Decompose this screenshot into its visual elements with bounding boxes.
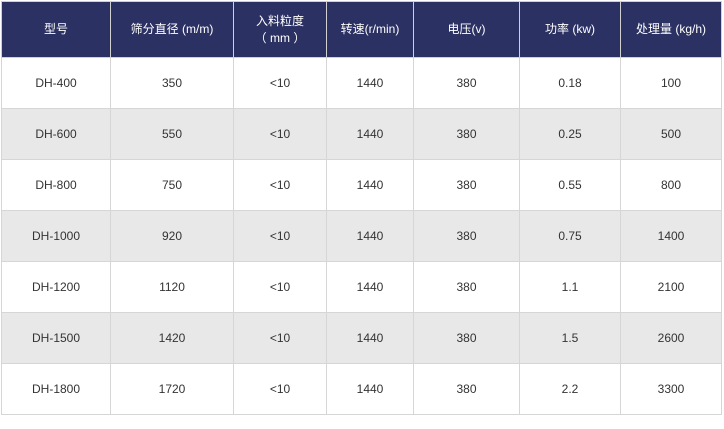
table-cell: 1440 [326, 312, 414, 364]
table-cell: <10 [233, 312, 327, 364]
table-cell: 1.5 [519, 312, 621, 364]
table-cell: 380 [413, 57, 520, 109]
table-cell: <10 [233, 57, 327, 109]
table-cell: 1720 [110, 363, 234, 415]
table-cell: 1440 [326, 261, 414, 313]
table-cell: 750 [110, 159, 234, 211]
table-cell: <10 [233, 108, 327, 160]
table-cell: DH-600 [1, 108, 111, 160]
table-cell: DH-800 [1, 159, 111, 211]
table-cell: 380 [413, 210, 520, 262]
table-cell: 1400 [620, 210, 722, 262]
table-cell: 0.75 [519, 210, 621, 262]
table-body: DH-400 350 <10 1440 380 0.18 100 DH-600 550 <10 14… [1, 57, 722, 415]
table-cell: DH-1500 [1, 312, 111, 364]
table-cell: 920 [110, 210, 234, 262]
table-cell: <10 [233, 159, 327, 211]
table-cell: 350 [110, 57, 234, 109]
header-cell: 功率 (kw) [519, 1, 621, 58]
table-cell: 380 [413, 159, 520, 211]
table-cell: 1420 [110, 312, 234, 364]
table-cell: 1.1 [519, 261, 621, 313]
header-cell: 电压(v) [413, 1, 520, 58]
table-cell: 3300 [620, 363, 722, 415]
table-cell: 0.18 [519, 57, 621, 109]
table-header: 型号 筛分直径 (m/m) 入料粒度 （ mm ）转速(r/min) 电压(v) 功率 … [1, 1, 722, 58]
table-cell: 380 [413, 108, 520, 160]
table-row: DH-600 550 <10 1440 380 0.25 500 [1, 108, 722, 160]
table-cell: 1440 [326, 57, 414, 109]
table-cell: 100 [620, 57, 722, 109]
table-row: DH-1800 1720 <10 1440 380 2.2 3300 [1, 363, 722, 415]
table-cell: 2600 [620, 312, 722, 364]
table-cell: 1440 [326, 108, 414, 160]
table-cell: 0.55 [519, 159, 621, 211]
table-row: DH-1000 920 <10 1440 380 0.75 1400 [1, 210, 722, 262]
table-cell: 550 [110, 108, 234, 160]
table-cell: 380 [413, 312, 520, 364]
header-cell: 筛分直径 (m/m) [110, 1, 234, 58]
header-cell: 型号 [1, 1, 111, 58]
header-cell: 入料粒度 （ mm ） [233, 1, 327, 58]
spec-table: 型号 筛分直径 (m/m) 入料粒度 （ mm ）转速(r/min) 电压(v) 功率 … [1, 1, 722, 415]
table-cell: 1440 [326, 363, 414, 415]
header-cell: 处理量 (kg/h) [620, 1, 722, 58]
table-cell: 2.2 [519, 363, 621, 415]
table-row: DH-400 350 <10 1440 380 0.18 100 [1, 57, 722, 109]
table-cell: 1120 [110, 261, 234, 313]
table-row: DH-1500 1420 <10 1440 380 1.5 2600 [1, 312, 722, 364]
table-cell: 380 [413, 261, 520, 313]
table-row: DH-800 750 <10 1440 380 0.55 800 [1, 159, 722, 211]
table-cell: DH-400 [1, 57, 111, 109]
table-cell: <10 [233, 261, 327, 313]
table-cell: 500 [620, 108, 722, 160]
table-row: DH-1200 1120 <10 1440 380 1.1 2100 [1, 261, 722, 313]
table-cell: <10 [233, 363, 327, 415]
header-row: 型号 筛分直径 (m/m) 入料粒度 （ mm ）转速(r/min) 电压(v) 功率 … [1, 1, 722, 58]
table-cell: DH-1200 [1, 261, 111, 313]
header-cell: 转速(r/min) [326, 1, 414, 58]
table-cell: DH-1800 [1, 363, 111, 415]
table-cell: 1440 [326, 159, 414, 211]
table-cell: DH-1000 [1, 210, 111, 262]
table-cell: 380 [413, 363, 520, 415]
table-cell: 1440 [326, 210, 414, 262]
table-cell: <10 [233, 210, 327, 262]
table-cell: 2100 [620, 261, 722, 313]
table-cell: 0.25 [519, 108, 621, 160]
table-cell: 800 [620, 159, 722, 211]
